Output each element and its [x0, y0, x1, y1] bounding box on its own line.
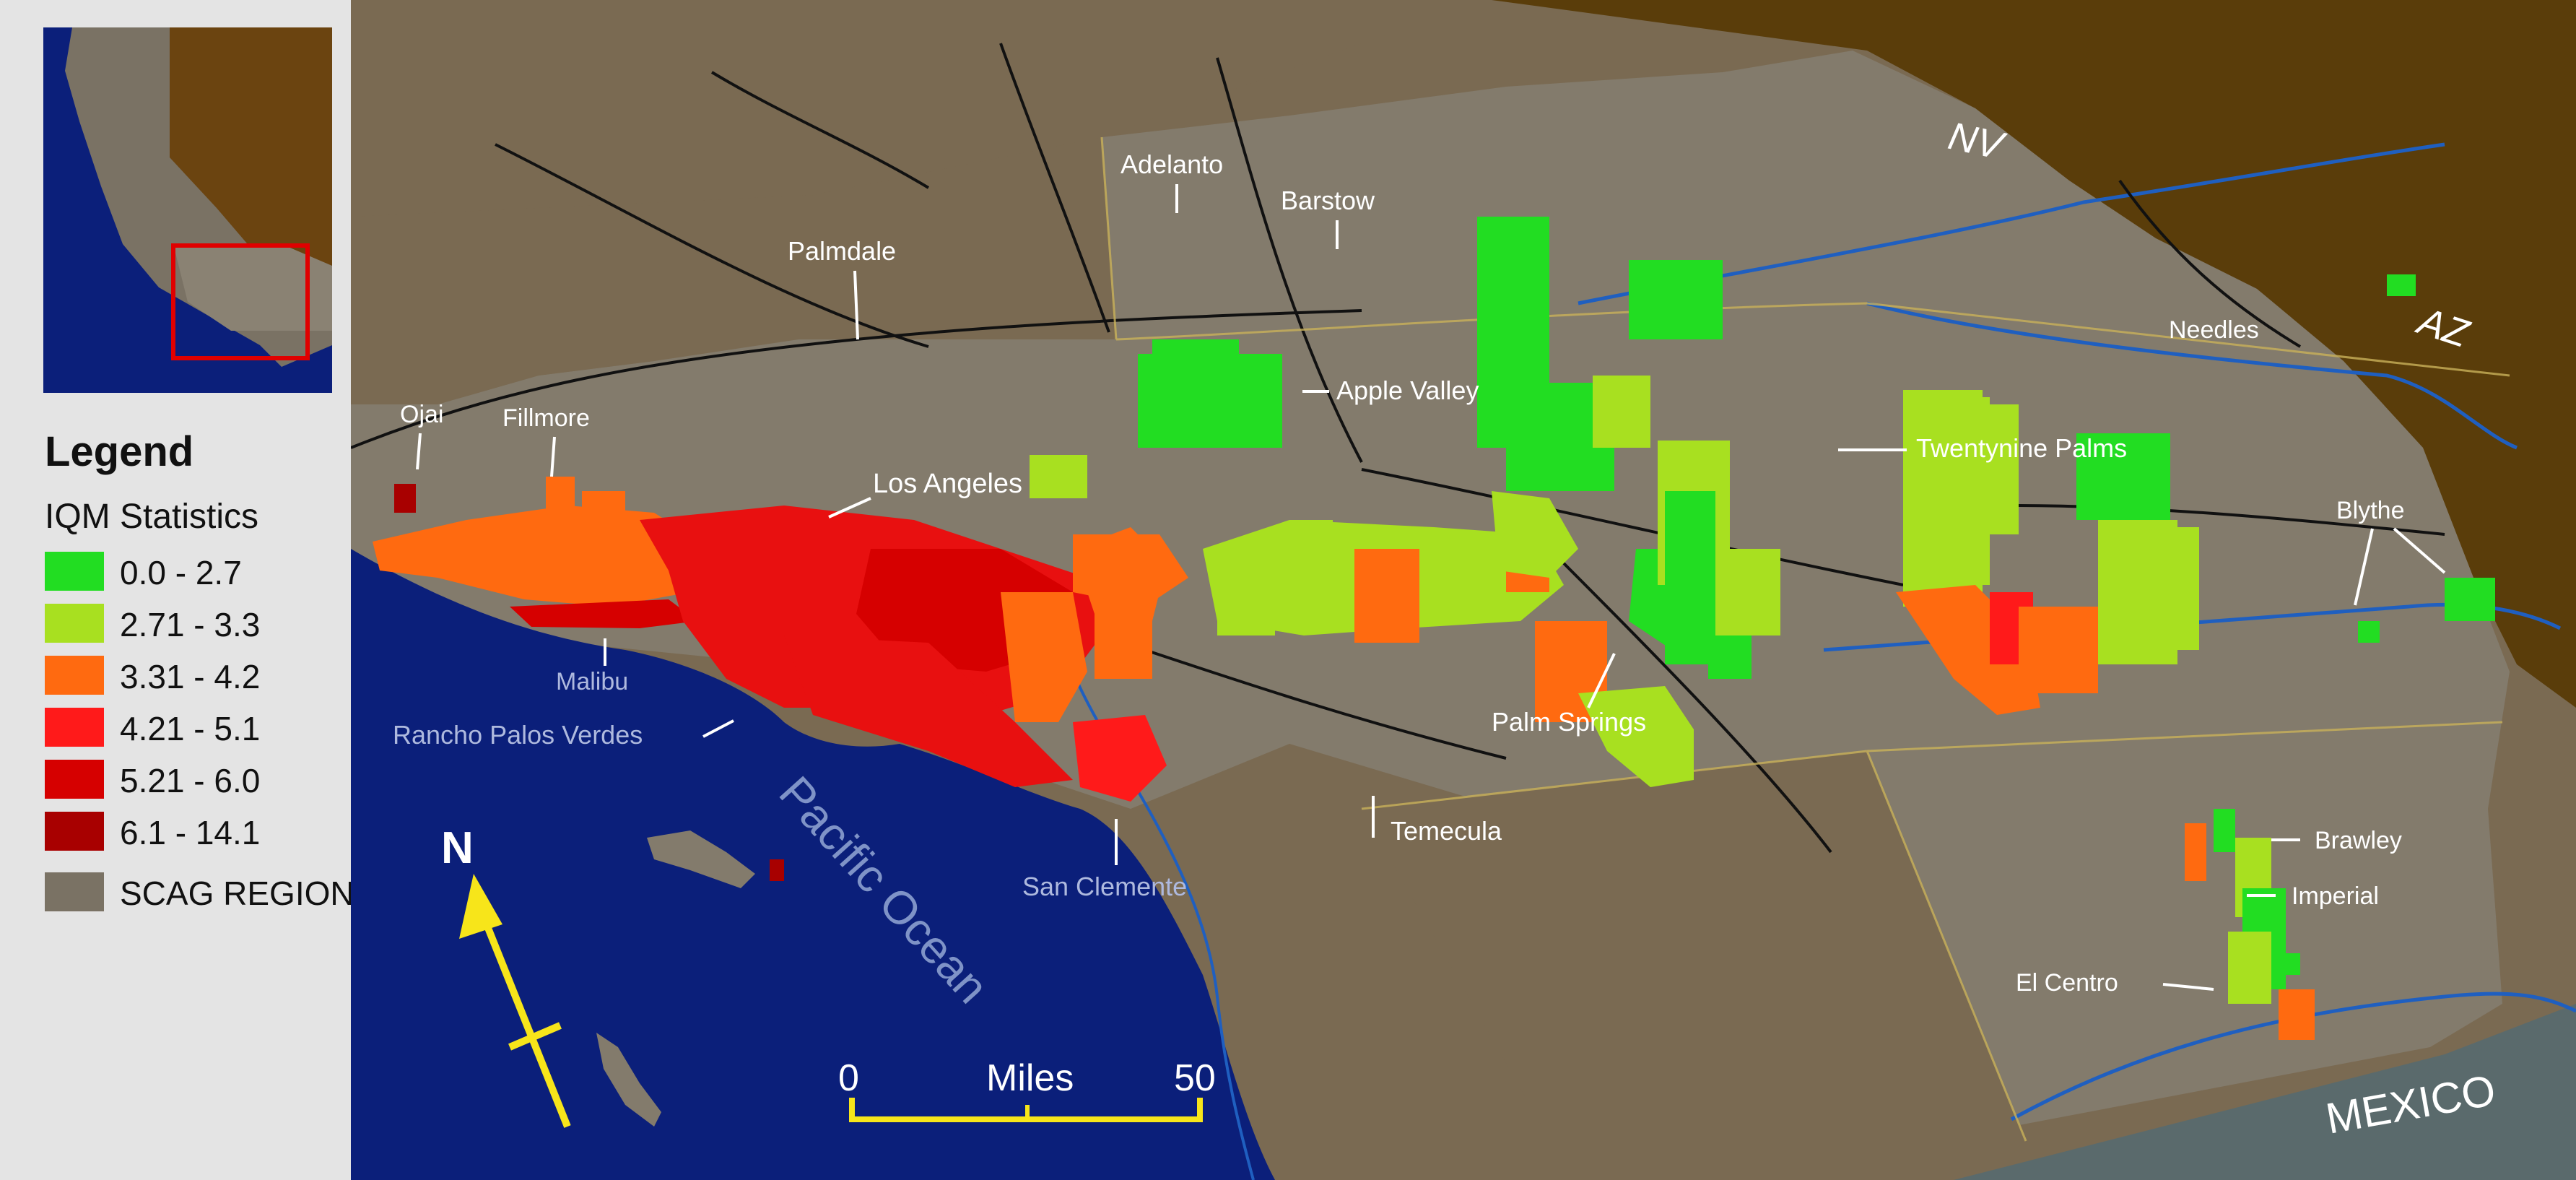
legend-label: 2.71 - 3.3	[120, 606, 261, 643]
legend-label: 5.21 - 6.0	[120, 762, 261, 799]
legend-item: 2.71 - 3.3	[45, 599, 348, 651]
city-labels: Ojai Fillmore Palmdale Adelanto Barstow …	[393, 149, 2446, 997]
city-palmdale: Palmdale	[788, 236, 896, 266]
legend-swatch	[45, 760, 104, 799]
city-twentynine-palms: Twentynine Palms	[1916, 433, 2127, 463]
legend-item: 3.31 - 4.2	[45, 651, 348, 703]
scale-start: 0	[838, 1057, 859, 1099]
scale-unit: Miles	[986, 1057, 1074, 1099]
scale-end: 50	[1174, 1057, 1216, 1099]
city-barstow: Barstow	[1281, 186, 1375, 215]
north-arrow: N	[441, 823, 571, 1128]
city-blythe: Blythe	[2336, 497, 2405, 524]
legend-title: Legend	[45, 428, 194, 475]
california-inset-map	[43, 27, 332, 393]
city-los-angeles: Los Angeles	[873, 469, 1022, 499]
legend-item: 0.0 - 2.7	[45, 547, 348, 599]
city-brawley: Brawley	[2315, 827, 2402, 854]
legend-swatch	[45, 872, 104, 911]
city-rancho-palos-verdes: Rancho Palos Verdes	[393, 720, 643, 750]
city-el-centro: El Centro	[2016, 969, 2118, 997]
legend-subtitle: IQM Statistics	[45, 498, 259, 536]
legend-swatch	[45, 812, 104, 851]
legend-item: 4.21 - 5.1	[45, 703, 348, 755]
legend-label: SCAG REGION	[120, 875, 354, 912]
legend-item: SCAG REGION	[45, 868, 354, 920]
legend-swatch	[45, 656, 104, 695]
city-ojai: Ojai	[400, 401, 443, 428]
legend-list: 0.0 - 2.7 2.71 - 3.3 3.31 - 4.2 4.21 - 5…	[45, 547, 354, 920]
legend-item: 5.21 - 6.0	[45, 755, 348, 807]
legend-item: 6.1 - 14.1	[45, 807, 348, 859]
legend-label: 4.21 - 5.1	[120, 710, 261, 747]
city-adelanto: Adelanto	[1121, 149, 1223, 179]
legend-label: 6.1 - 14.1	[120, 814, 261, 851]
legend-swatch	[45, 552, 104, 591]
main-map: NV AZ MEXICO Pacific Ocean N 0 Miles 50 …	[351, 0, 2576, 1180]
city-needles: Needles	[2169, 316, 2259, 344]
city-palm-springs: Palm Springs	[1492, 707, 1646, 737]
legend-label: 3.31 - 4.2	[120, 658, 261, 695]
scale-bar: 0 Miles 50	[838, 1057, 1216, 1122]
city-apple-valley: Apple Valley	[1336, 376, 1479, 405]
legend-panel: Legend IQM Statistics 0.0 - 2.7 2.71 - 3…	[0, 0, 354, 1180]
city-san-clemente: San Clemente	[1022, 872, 1187, 901]
legend-swatch	[45, 708, 104, 747]
city-malibu: Malibu	[556, 668, 628, 695]
legend-label: 0.0 - 2.7	[120, 554, 242, 591]
city-imperial: Imperial	[2292, 882, 2379, 910]
urban-extrusions	[373, 217, 2495, 1040]
city-temecula: Temecula	[1391, 816, 1502, 846]
north-label: N	[441, 823, 474, 873]
city-fillmore: Fillmore	[502, 404, 590, 432]
legend-swatch	[45, 604, 104, 643]
